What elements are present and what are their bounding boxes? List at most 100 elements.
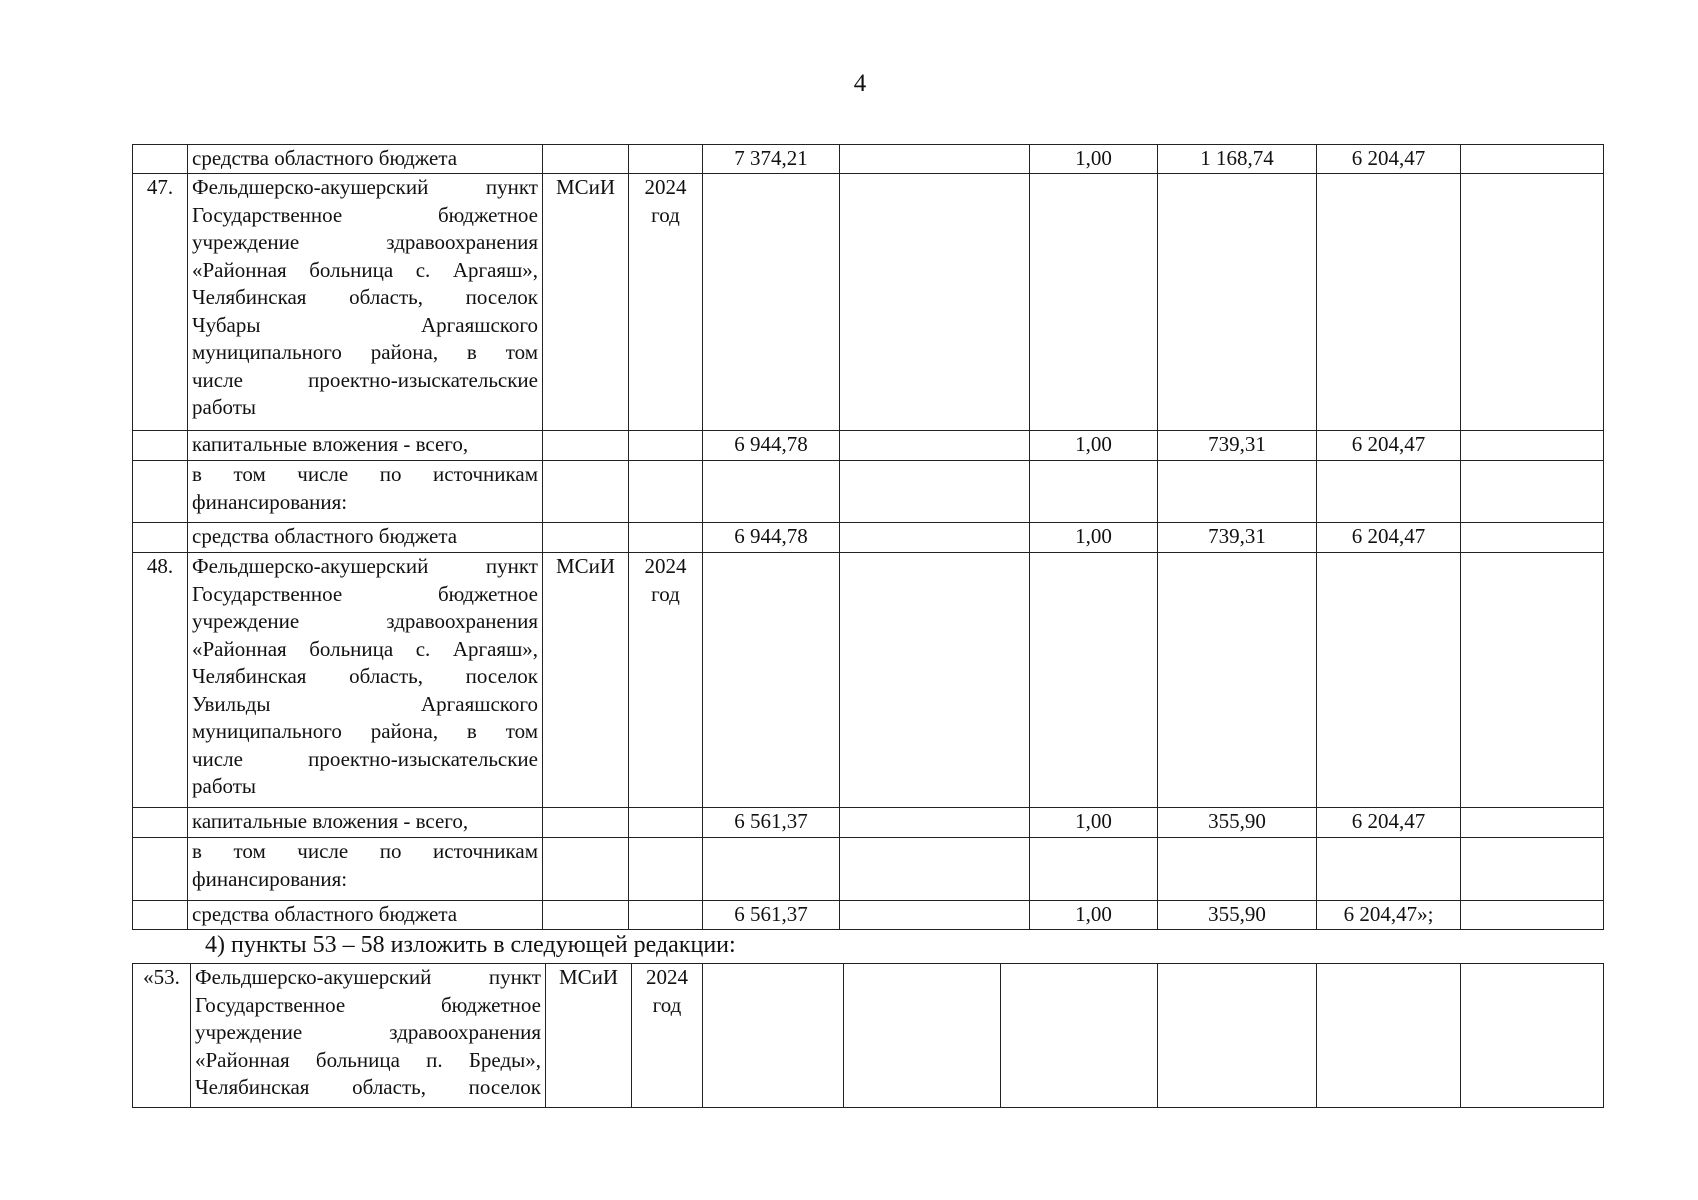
value-cell: 1,00 [1029, 430, 1158, 461]
value-cell: 6 204,47 [1316, 807, 1461, 838]
table-row: 47. Фельдшерско-акушерский пункт Государст… [132, 173, 1604, 431]
row-number: 47. [132, 173, 188, 431]
row-number [132, 807, 188, 838]
value-cell: 355,90 [1157, 900, 1317, 930]
row-number [132, 430, 188, 461]
description-line: финансирования: [192, 489, 348, 514]
description-line: средства областного бюджета [192, 524, 458, 548]
value-cell [1316, 460, 1461, 523]
value-cell: 7 374,21 [702, 144, 840, 174]
value-cell [839, 807, 1030, 838]
value-cell [1460, 460, 1604, 523]
year: 2024 год [628, 552, 703, 808]
description-line: капитальные вложения - всего, [192, 809, 469, 833]
description-line: «Районная больница с. Аргаяш», [192, 636, 538, 661]
value-cell: 6 944,78 [702, 430, 840, 461]
year-line: 2024 [644, 554, 687, 578]
value-cell [839, 173, 1030, 431]
row-number [132, 522, 188, 553]
table-row: капитальные вложения - всего, 6 561,37 1,0… [132, 807, 1604, 838]
responsible-org [542, 807, 629, 838]
value-cell [1460, 807, 1604, 838]
value-cell [839, 522, 1030, 553]
year [628, 460, 703, 523]
value-cell [1460, 963, 1604, 1108]
table-row: в том числе по источникам финансирования: [132, 837, 1604, 901]
year [628, 837, 703, 901]
value-cell [1460, 144, 1604, 174]
value-cell [1029, 837, 1158, 901]
value-cell [1460, 837, 1604, 901]
table-row: средства областного бюджета 6 944,78 1,00 7… [132, 522, 1604, 553]
description-line: Фельдшерско-акушерский пункт [192, 554, 538, 578]
value-cell [1316, 552, 1461, 808]
year [628, 144, 703, 174]
value-cell [1157, 963, 1317, 1108]
value-cell: 6 204,47 [1316, 144, 1461, 174]
budget-table: средства областного бюджета 7 374,21 1,00 1… [132, 144, 1604, 930]
value-cell: 1,00 [1029, 900, 1158, 930]
description-line: учреждение здравоохранения [192, 230, 538, 254]
responsible-org [542, 837, 629, 901]
row-number: 48. [132, 552, 188, 808]
value-cell: 6 561,37 [702, 807, 840, 838]
table-row: капитальные вложения - всего, 6 944,78 1,0… [132, 430, 1604, 461]
row-number: «53. [132, 963, 191, 1108]
instruction-text: 4) пункты 53 – 58 изложить в следующей р… [205, 932, 736, 958]
page-number: 4 [853, 70, 867, 97]
description-line: Чубары Аргаяшского [192, 312, 538, 337]
description-line: средства областного бюджета [192, 902, 458, 926]
value-cell [1460, 552, 1604, 808]
description-line: Челябинская область, поселок [192, 285, 538, 309]
row-number [132, 460, 188, 523]
row-number [132, 900, 188, 930]
table-row: в том числе по источникам финансирования: [132, 460, 1604, 523]
value-cell [839, 837, 1030, 901]
value-cell: 6 561,37 [702, 900, 840, 930]
row-number [132, 837, 188, 901]
description-line: финансирования: [192, 866, 348, 891]
value-cell [839, 552, 1030, 808]
value-cell: 739,31 [1157, 522, 1317, 553]
responsible-org [542, 430, 629, 461]
description-line: «Районная больница п. Бреды», [195, 1047, 541, 1072]
budget-table-continued: «53. Фельдшерско-акушерский пункт Государс… [132, 963, 1604, 1108]
value-cell [1157, 552, 1317, 808]
value-cell: 6 204,47»; [1316, 900, 1461, 930]
responsible-org: МСиИ [545, 963, 632, 1108]
value-cell: 739,31 [1157, 430, 1317, 461]
value-cell: 355,90 [1157, 807, 1317, 838]
year [628, 522, 703, 553]
description-line: Государственное бюджетное [195, 992, 541, 1017]
value-cell: 1,00 [1029, 807, 1158, 838]
value-cell [702, 173, 840, 431]
description-line: муниципального района, в том [192, 340, 538, 364]
description-line: работы [192, 774, 257, 798]
value-cell [839, 460, 1030, 523]
description-line: в том числе по источникам [192, 462, 538, 486]
value-cell [1460, 900, 1604, 930]
value-cell [702, 460, 840, 523]
description-line: Фельдшерско-акушерский пункт [195, 965, 541, 989]
value-cell [1316, 837, 1461, 901]
row-description: в том числе по источникам финансирования: [187, 460, 543, 523]
year-line: год [652, 992, 682, 1017]
value-cell [1029, 460, 1158, 523]
value-cell: 6 204,47 [1316, 430, 1461, 461]
year-line: 2024 [644, 175, 687, 199]
value-cell [1029, 173, 1158, 431]
value-cell: 6 944,78 [702, 522, 840, 553]
row-number [132, 144, 188, 174]
value-cell [1029, 552, 1158, 808]
description-line: «Районная больница с. Аргаяш», [192, 257, 538, 282]
value-cell [1157, 173, 1317, 431]
responsible-org [542, 900, 629, 930]
table-row: «53. Фельдшерско-акушерский пункт Государс… [132, 963, 1604, 1108]
row-description: в том числе по источникам финансирования: [187, 837, 543, 901]
value-cell [1157, 837, 1317, 901]
description-line: средства областного бюджета [192, 146, 458, 170]
year: 2024 год [628, 173, 703, 431]
value-cell: 1 168,74 [1157, 144, 1317, 174]
table-row: 48. Фельдшерско-акушерский пункт Государст… [132, 552, 1604, 808]
description-line: муниципального района, в том [192, 719, 538, 743]
